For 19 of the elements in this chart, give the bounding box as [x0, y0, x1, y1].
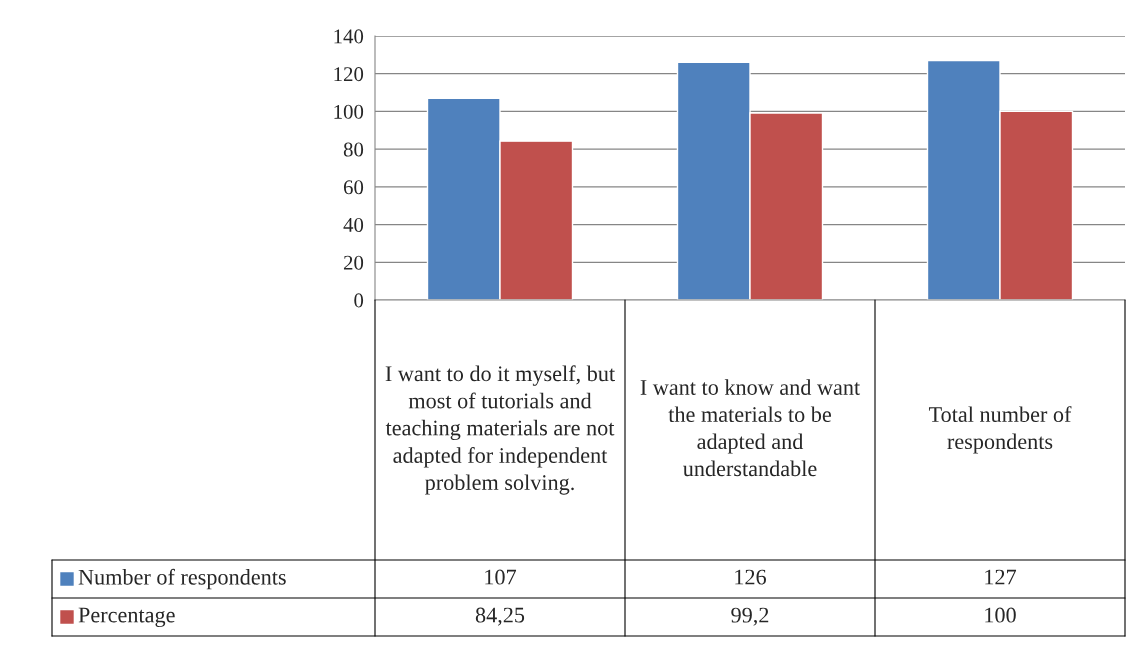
data-label: 107: [485, 569, 517, 585]
y-tick-label: 120: [334, 67, 364, 82]
y-tick-label: 20: [343, 255, 364, 270]
y-tick-label: 140: [334, 29, 364, 44]
data-label: 84,25: [475, 607, 525, 626]
legend-label: Number of respondents: [78, 568, 286, 590]
y-tick-label: 60: [343, 180, 364, 195]
y-tick-label: 0: [354, 293, 364, 308]
y-tick-label: 40: [343, 217, 364, 232]
data-label: 99,2: [731, 607, 769, 626]
y-tick-label: 80: [343, 142, 364, 157]
y-tick-label: 100: [334, 104, 364, 119]
data-label: 127: [985, 569, 1017, 585]
x-tick-label: I want to know and want the materials to be adapted and understandable: [640, 379, 861, 477]
data-label: 126: [735, 569, 766, 585]
data-label: 100: [985, 607, 1016, 623]
x-tick-label: I want to do it myself, but most of tutorials and teaching materials are not adapted for independent problem solving.: [385, 365, 615, 495]
x-tick-label: Total number of respondents: [928, 406, 1072, 454]
legend-label: Percentage: [78, 607, 175, 628]
